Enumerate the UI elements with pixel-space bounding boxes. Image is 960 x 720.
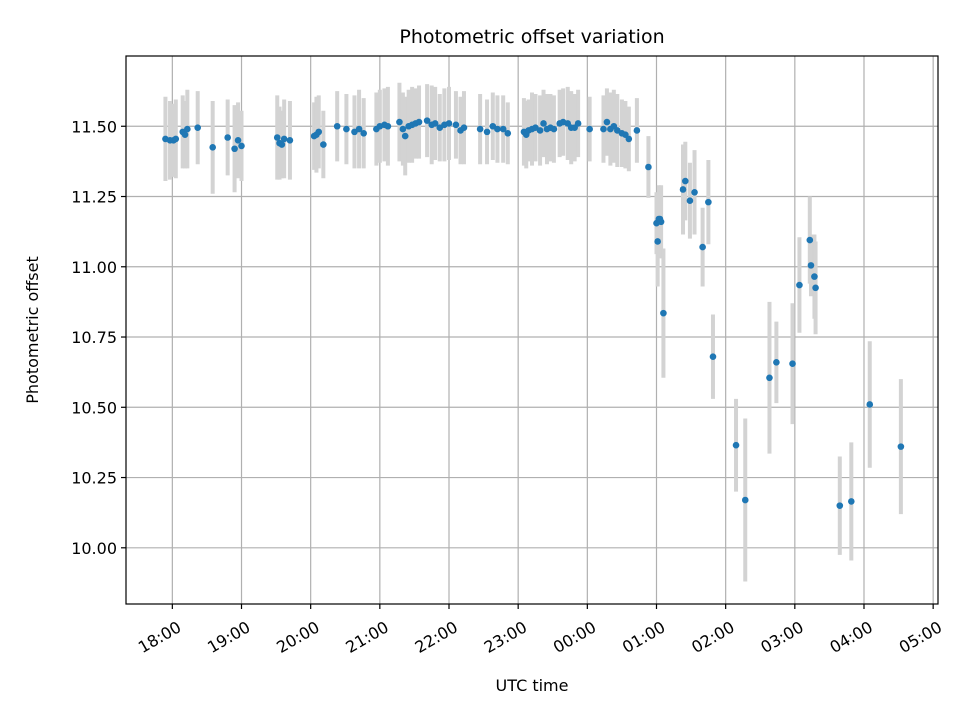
data-point [679, 186, 687, 193]
data-point [320, 141, 327, 148]
data-point [709, 353, 717, 360]
data-point [286, 137, 294, 144]
data-point [343, 125, 350, 133]
data-point [415, 118, 423, 126]
data-point [399, 125, 407, 133]
data-point [536, 127, 544, 134]
data-point [224, 134, 231, 141]
data-point [660, 309, 667, 317]
data-point [897, 443, 905, 450]
data-point [866, 401, 874, 408]
data-point [836, 502, 844, 509]
data-point [333, 122, 341, 130]
data-point [234, 137, 242, 144]
data-point [445, 120, 453, 127]
x-axis-title: UTC time [496, 676, 569, 695]
data-point [494, 125, 501, 133]
data-point [574, 120, 582, 127]
data-point [773, 359, 780, 366]
data-points [162, 117, 905, 509]
y-tick-label: 11.00 [71, 258, 117, 277]
data-point [396, 118, 403, 126]
data-point [633, 127, 641, 134]
data-point [194, 124, 202, 131]
y-tick-label: 10.75 [71, 328, 117, 347]
data-point [278, 141, 286, 148]
y-tick-label: 10.00 [71, 539, 117, 558]
data-point [499, 125, 507, 133]
chart-title: Photometric offset variation [399, 26, 664, 48]
y-tick-label: 11.50 [71, 117, 117, 136]
x-tick-label: 23:00 [481, 617, 530, 657]
data-point [691, 188, 698, 196]
data-point [806, 236, 814, 244]
data-point [686, 197, 694, 205]
x-tick-label: 19:00 [204, 617, 253, 657]
data-point [355, 125, 363, 133]
plot-frame [125, 55, 939, 605]
data-point [699, 243, 706, 251]
x-tick-label: 02:00 [688, 617, 737, 657]
data-point [483, 128, 491, 136]
data-point [476, 125, 484, 133]
data-point [654, 238, 661, 245]
y-tick-label: 10.50 [71, 398, 117, 417]
x-tick-label: 20:00 [273, 617, 322, 657]
y-axis-ticks: 10.00 10.25 10.50 10.75 11.00 11.25 11.50 [71, 117, 126, 558]
data-point [231, 145, 238, 153]
x-tick-label: 04:00 [827, 617, 876, 657]
data-point [732, 441, 740, 449]
data-point [848, 498, 855, 505]
data-point [550, 125, 558, 133]
x-tick-label: 01:00 [619, 617, 668, 657]
data-point [280, 135, 288, 143]
data-point [657, 218, 665, 226]
y-axis-title: Photometric offset [23, 256, 42, 404]
data-point [209, 144, 216, 151]
data-point [401, 132, 409, 140]
y-tick-label: 10.25 [71, 469, 117, 488]
data-point [645, 163, 652, 171]
x-tick-label: 05:00 [896, 617, 945, 657]
data-point [789, 360, 796, 368]
data-point [172, 135, 180, 143]
data-point [452, 121, 460, 129]
data-point [682, 177, 689, 185]
data-point [384, 122, 392, 130]
data-point [315, 128, 323, 136]
data-point [504, 129, 512, 137]
data-point [741, 496, 749, 504]
data-point [766, 374, 773, 382]
data-point [184, 125, 191, 133]
data-point [423, 117, 431, 124]
data-point [600, 125, 607, 133]
data-point [460, 124, 468, 131]
data-point [625, 135, 633, 143]
data-point [586, 125, 593, 133]
x-tick-label: 18:00 [135, 617, 184, 657]
data-point [811, 273, 818, 280]
data-point [540, 120, 547, 127]
y-tick-label: 11.25 [71, 188, 117, 207]
data-point [360, 129, 367, 137]
data-point [181, 131, 189, 138]
data-point [812, 284, 819, 292]
data-point [705, 198, 712, 206]
x-tick-label: 21:00 [342, 617, 391, 657]
data-point [238, 142, 245, 150]
error-bars [163, 82, 903, 582]
x-tick-label: 22:00 [412, 617, 461, 657]
data-point [807, 262, 815, 269]
data-point [796, 281, 803, 289]
data-point [603, 118, 611, 126]
x-tick-label: 03:00 [757, 617, 806, 657]
x-tick-label: 00:00 [550, 617, 599, 657]
data-point [431, 120, 439, 127]
data-point [273, 134, 281, 141]
x-axis-ticks: 18:00 19:00 20:00 21:00 22:00 23:00 00:00 01:00… [135, 604, 945, 657]
